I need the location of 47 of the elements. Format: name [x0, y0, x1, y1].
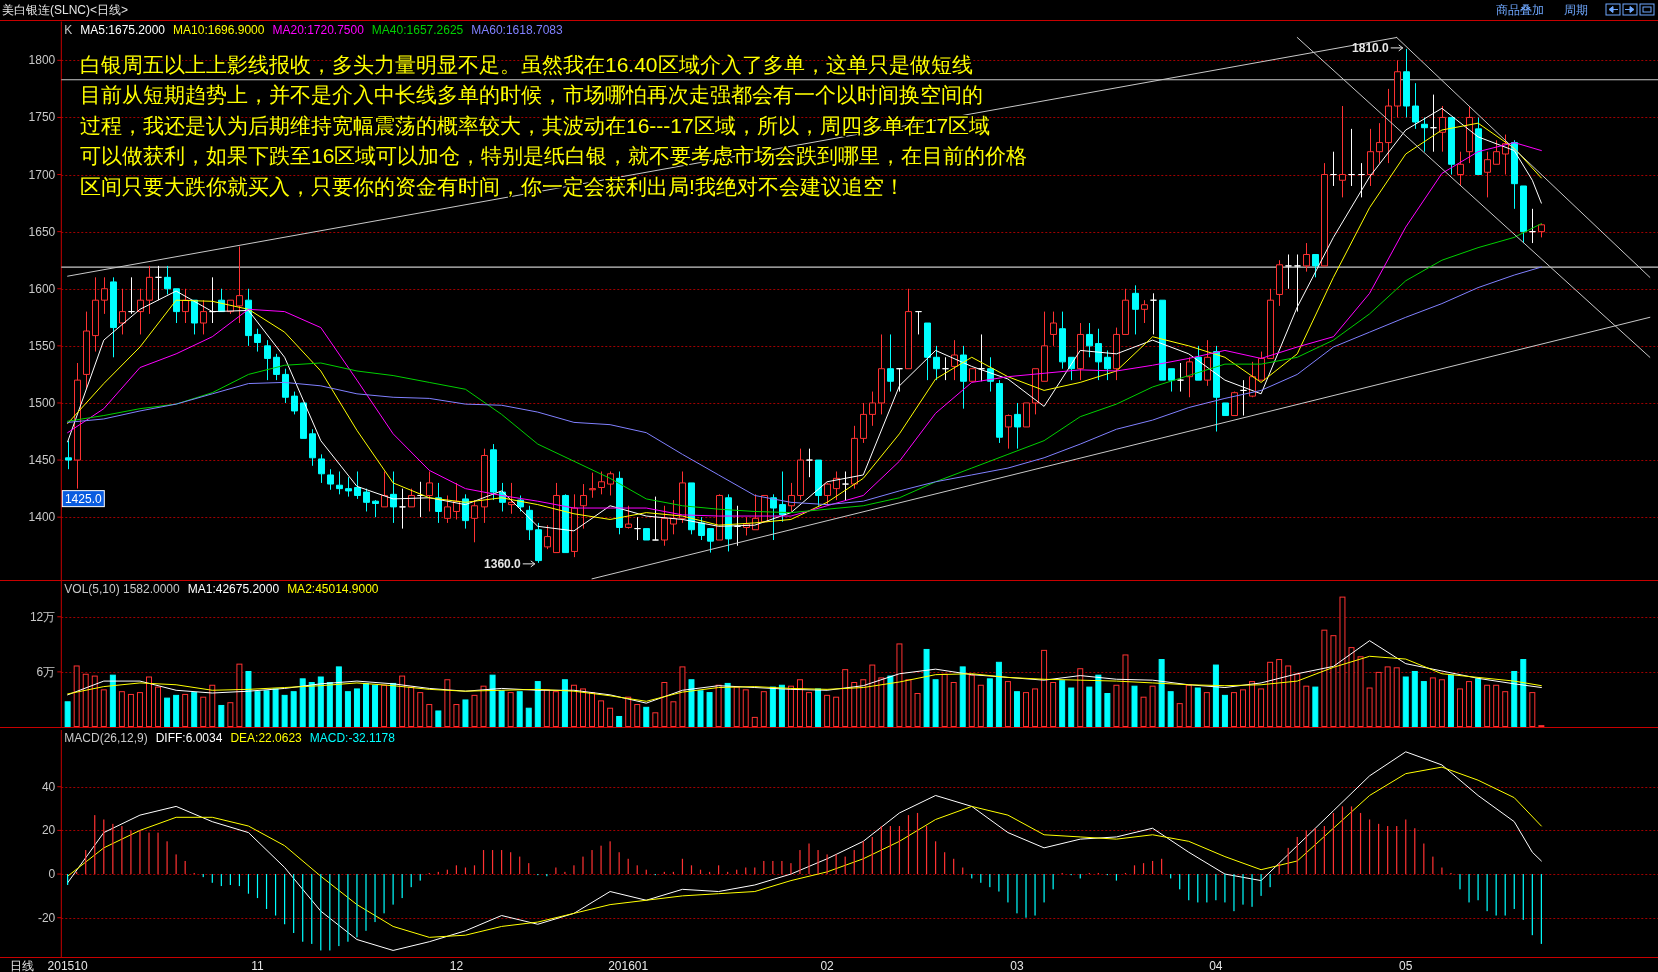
- text: MA20:1720.7500: [272, 22, 365, 37]
- annotation: 目前从短期趋势上，并不是介入中长线多单的时候，市场哪怕再次走强都会有一个以时间换空间的: [80, 83, 983, 106]
- annotation: 可以做获利，如果下跌至16区域可以加仓，特别是纸白银，就不要考虑市场会跌到哪里，在目前的价格: [80, 144, 1028, 167]
- chart-title: MACD(26,12,9): [64, 731, 148, 745]
- y-tick-label: 1500: [28, 395, 56, 410]
- x-tick-label: 201601: [608, 959, 649, 972]
- y-tick-label: 6万: [36, 664, 56, 679]
- y-tick-label: 1550: [28, 338, 56, 353]
- y-tick-label: 1700: [28, 167, 56, 182]
- text: MA10:1696.9000: [173, 22, 265, 37]
- x-tick-label: 11: [251, 959, 265, 972]
- x-tick-label: 02: [820, 959, 835, 972]
- y-tick-label: 1650: [28, 224, 56, 239]
- text: 周期: [1564, 3, 1588, 17]
- annotation: 白银周五以上上影线报收，多头力量明显不足。虽然我在16.40区域介入了多单，这单只是做短线: [80, 52, 973, 76]
- y-tick-label: 1400: [28, 510, 56, 525]
- annotation: 区间只要大跌你就买入，只要你的资金有时间，你一定会获利出局!我绝对不会建议追空！: [80, 174, 905, 198]
- x-tick-label: 12: [449, 959, 464, 972]
- y-tick-label: 12万: [29, 609, 56, 624]
- annotation: 1810.0: [1352, 40, 1390, 55]
- x-tick-label: 03: [1010, 959, 1024, 972]
- y-tick-label: 40: [41, 779, 56, 794]
- text: DEA:22.0623: [230, 731, 303, 745]
- y-tick-label: 20: [41, 823, 56, 838]
- y-tick-label: 1800: [28, 53, 56, 68]
- text: MACD:-32.1178: [309, 731, 396, 745]
- text: MA2:45014.9000: [287, 582, 379, 596]
- y-tick-label: 1750: [28, 110, 56, 125]
- y-tick-label: 1450: [28, 453, 56, 468]
- y-tick-label: 1600: [28, 281, 56, 296]
- x-tick-label: 05: [1399, 959, 1413, 972]
- text: MA40:1657.2625: [371, 22, 464, 37]
- text: DIFF:6.0034: [155, 731, 223, 745]
- text: MA60:1618.7083: [471, 22, 563, 37]
- chart-title: K: [64, 22, 73, 37]
- annotation: 1425.0: [64, 491, 102, 506]
- y-tick-label: -20: [37, 910, 56, 925]
- text: MA1:42675.2000: [187, 582, 280, 596]
- x-tick-label: 201510: [47, 959, 88, 972]
- text: MA5:1675.2000: [80, 22, 166, 37]
- chart-title: VOL(5,10) 1582.0000: [64, 582, 181, 596]
- y-tick-label: 0: [48, 867, 56, 882]
- text: 美白银连(SLNC)<日线>: [2, 3, 129, 17]
- annotation: 1360.0: [484, 556, 522, 571]
- x-axis-title: 日线: [10, 959, 34, 972]
- x-tick-label: 04: [1209, 959, 1223, 972]
- text: 商品叠加: [1496, 3, 1544, 17]
